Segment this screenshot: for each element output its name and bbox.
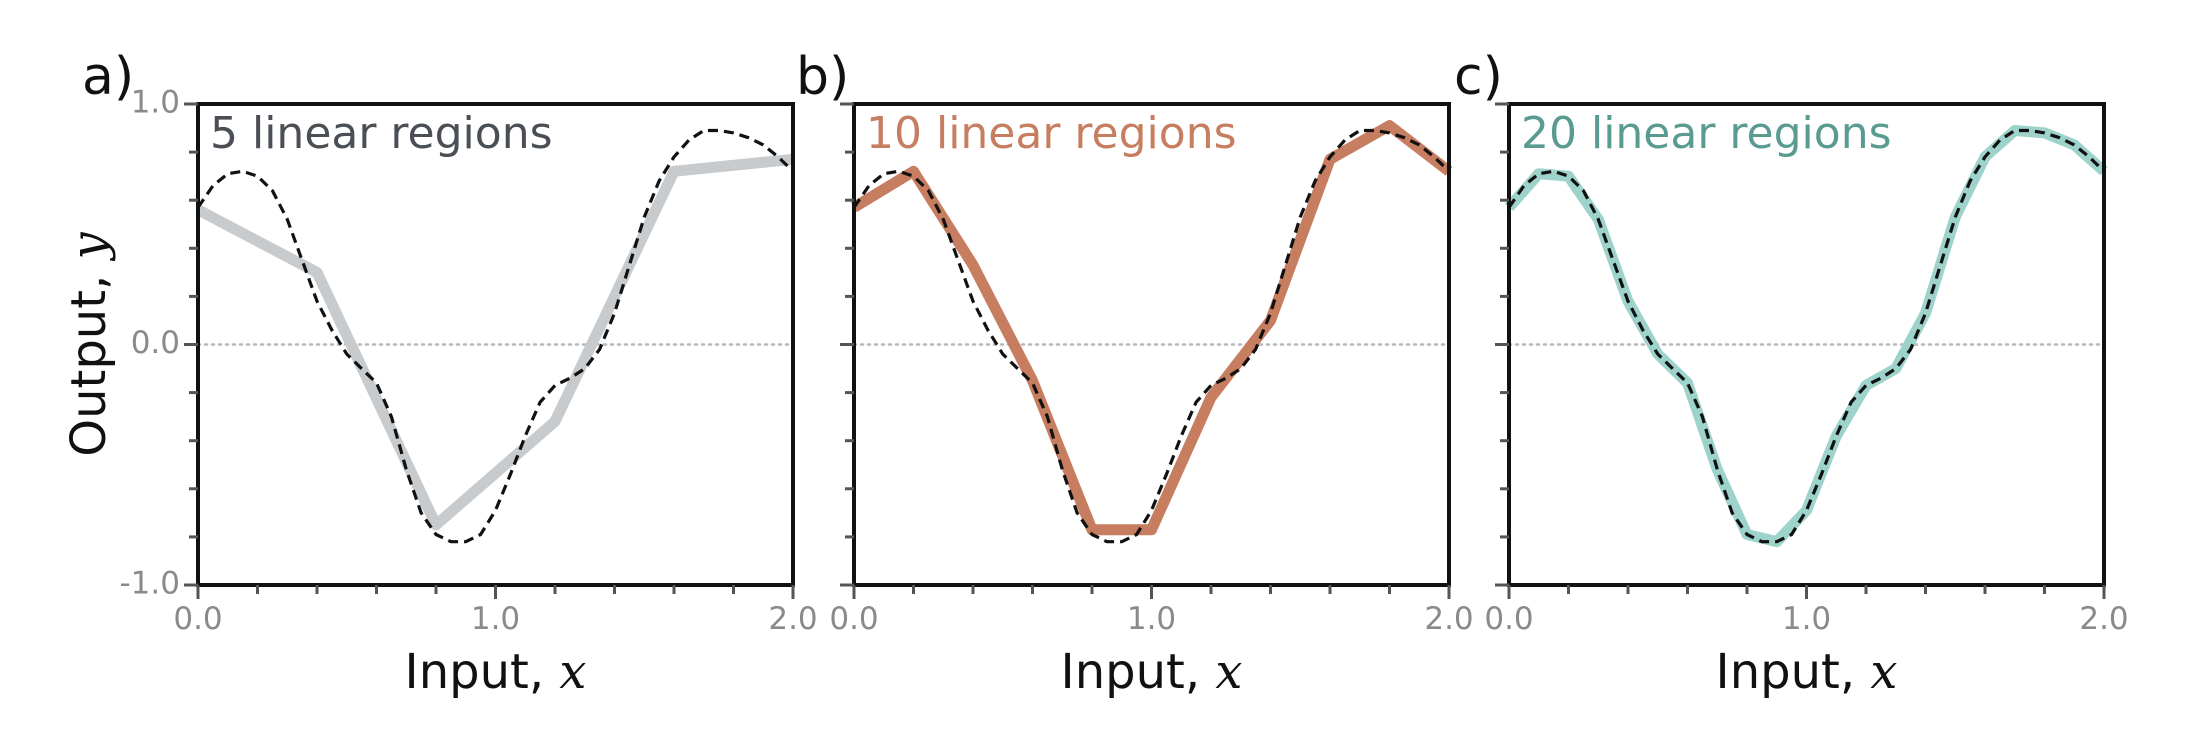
panel-title: 5 linear regions (210, 108, 553, 159)
piecewise-linear-line (1504, 125, 2108, 548)
piecewise-linear-line (195, 153, 794, 531)
panel-a: a)0.0 1.0 2.01.00.0-1.05 linear regionsInp… (61, 47, 818, 700)
piecewise-linear-line (851, 120, 1453, 536)
x-axis-title-text: Input, (405, 644, 560, 700)
x-axis-title-text: Input, (1061, 644, 1216, 700)
target-function-line (196, 128, 795, 544)
panel-b: b) 0.0 1.0 2.0 10 linear regions Input, x (796, 47, 1474, 700)
x-tick-label: 1.0 (1127, 601, 1176, 637)
y-tick-label: -1.0 (120, 566, 181, 602)
panel-title: 10 linear regions (866, 108, 1237, 159)
panel-label: a) (82, 47, 134, 107)
y-tick-label: 0.0 (131, 325, 180, 361)
x-axis-title-variable: x (1215, 644, 1242, 700)
target-function-line (1507, 128, 2106, 544)
x-axis-title: Input, x (405, 644, 587, 700)
x-tick-label: 2.0 (768, 601, 817, 637)
panel-c: c) 0.0 1.0 2.0 20 linear regions Input, x (1454, 47, 2129, 700)
x-axis-title: Input, x (1716, 644, 1898, 700)
target-function-line (852, 128, 1451, 544)
x-tick-label: 1.0 (1782, 601, 1831, 637)
panel-label: b) (796, 47, 849, 107)
x-axis-title-variable: x (559, 644, 586, 700)
y-axis-title: Output, y (61, 231, 118, 456)
panel-label: c) (1454, 47, 1503, 107)
x-axis-title-variable: x (1870, 644, 1897, 700)
x-tick-label: 0.0 (829, 601, 878, 637)
y-axis-title-text: Output, (61, 259, 117, 456)
x-tick-label: 1.0 (471, 601, 520, 637)
x-tick-label: 0.0 (173, 601, 222, 637)
x-axis-title: Input, x (1061, 644, 1243, 700)
panel-title: 20 linear regions (1521, 108, 1892, 159)
x-axis-title-text: Input, (1716, 644, 1871, 700)
y-tick-label: 1.0 (131, 85, 180, 121)
x-tick-label: 2.0 (2079, 601, 2128, 637)
x-tick-label: 0.0 (1484, 601, 1533, 637)
x-tick-label: 2.0 (1424, 601, 1473, 637)
y-axis-title-variable: y (61, 231, 117, 261)
